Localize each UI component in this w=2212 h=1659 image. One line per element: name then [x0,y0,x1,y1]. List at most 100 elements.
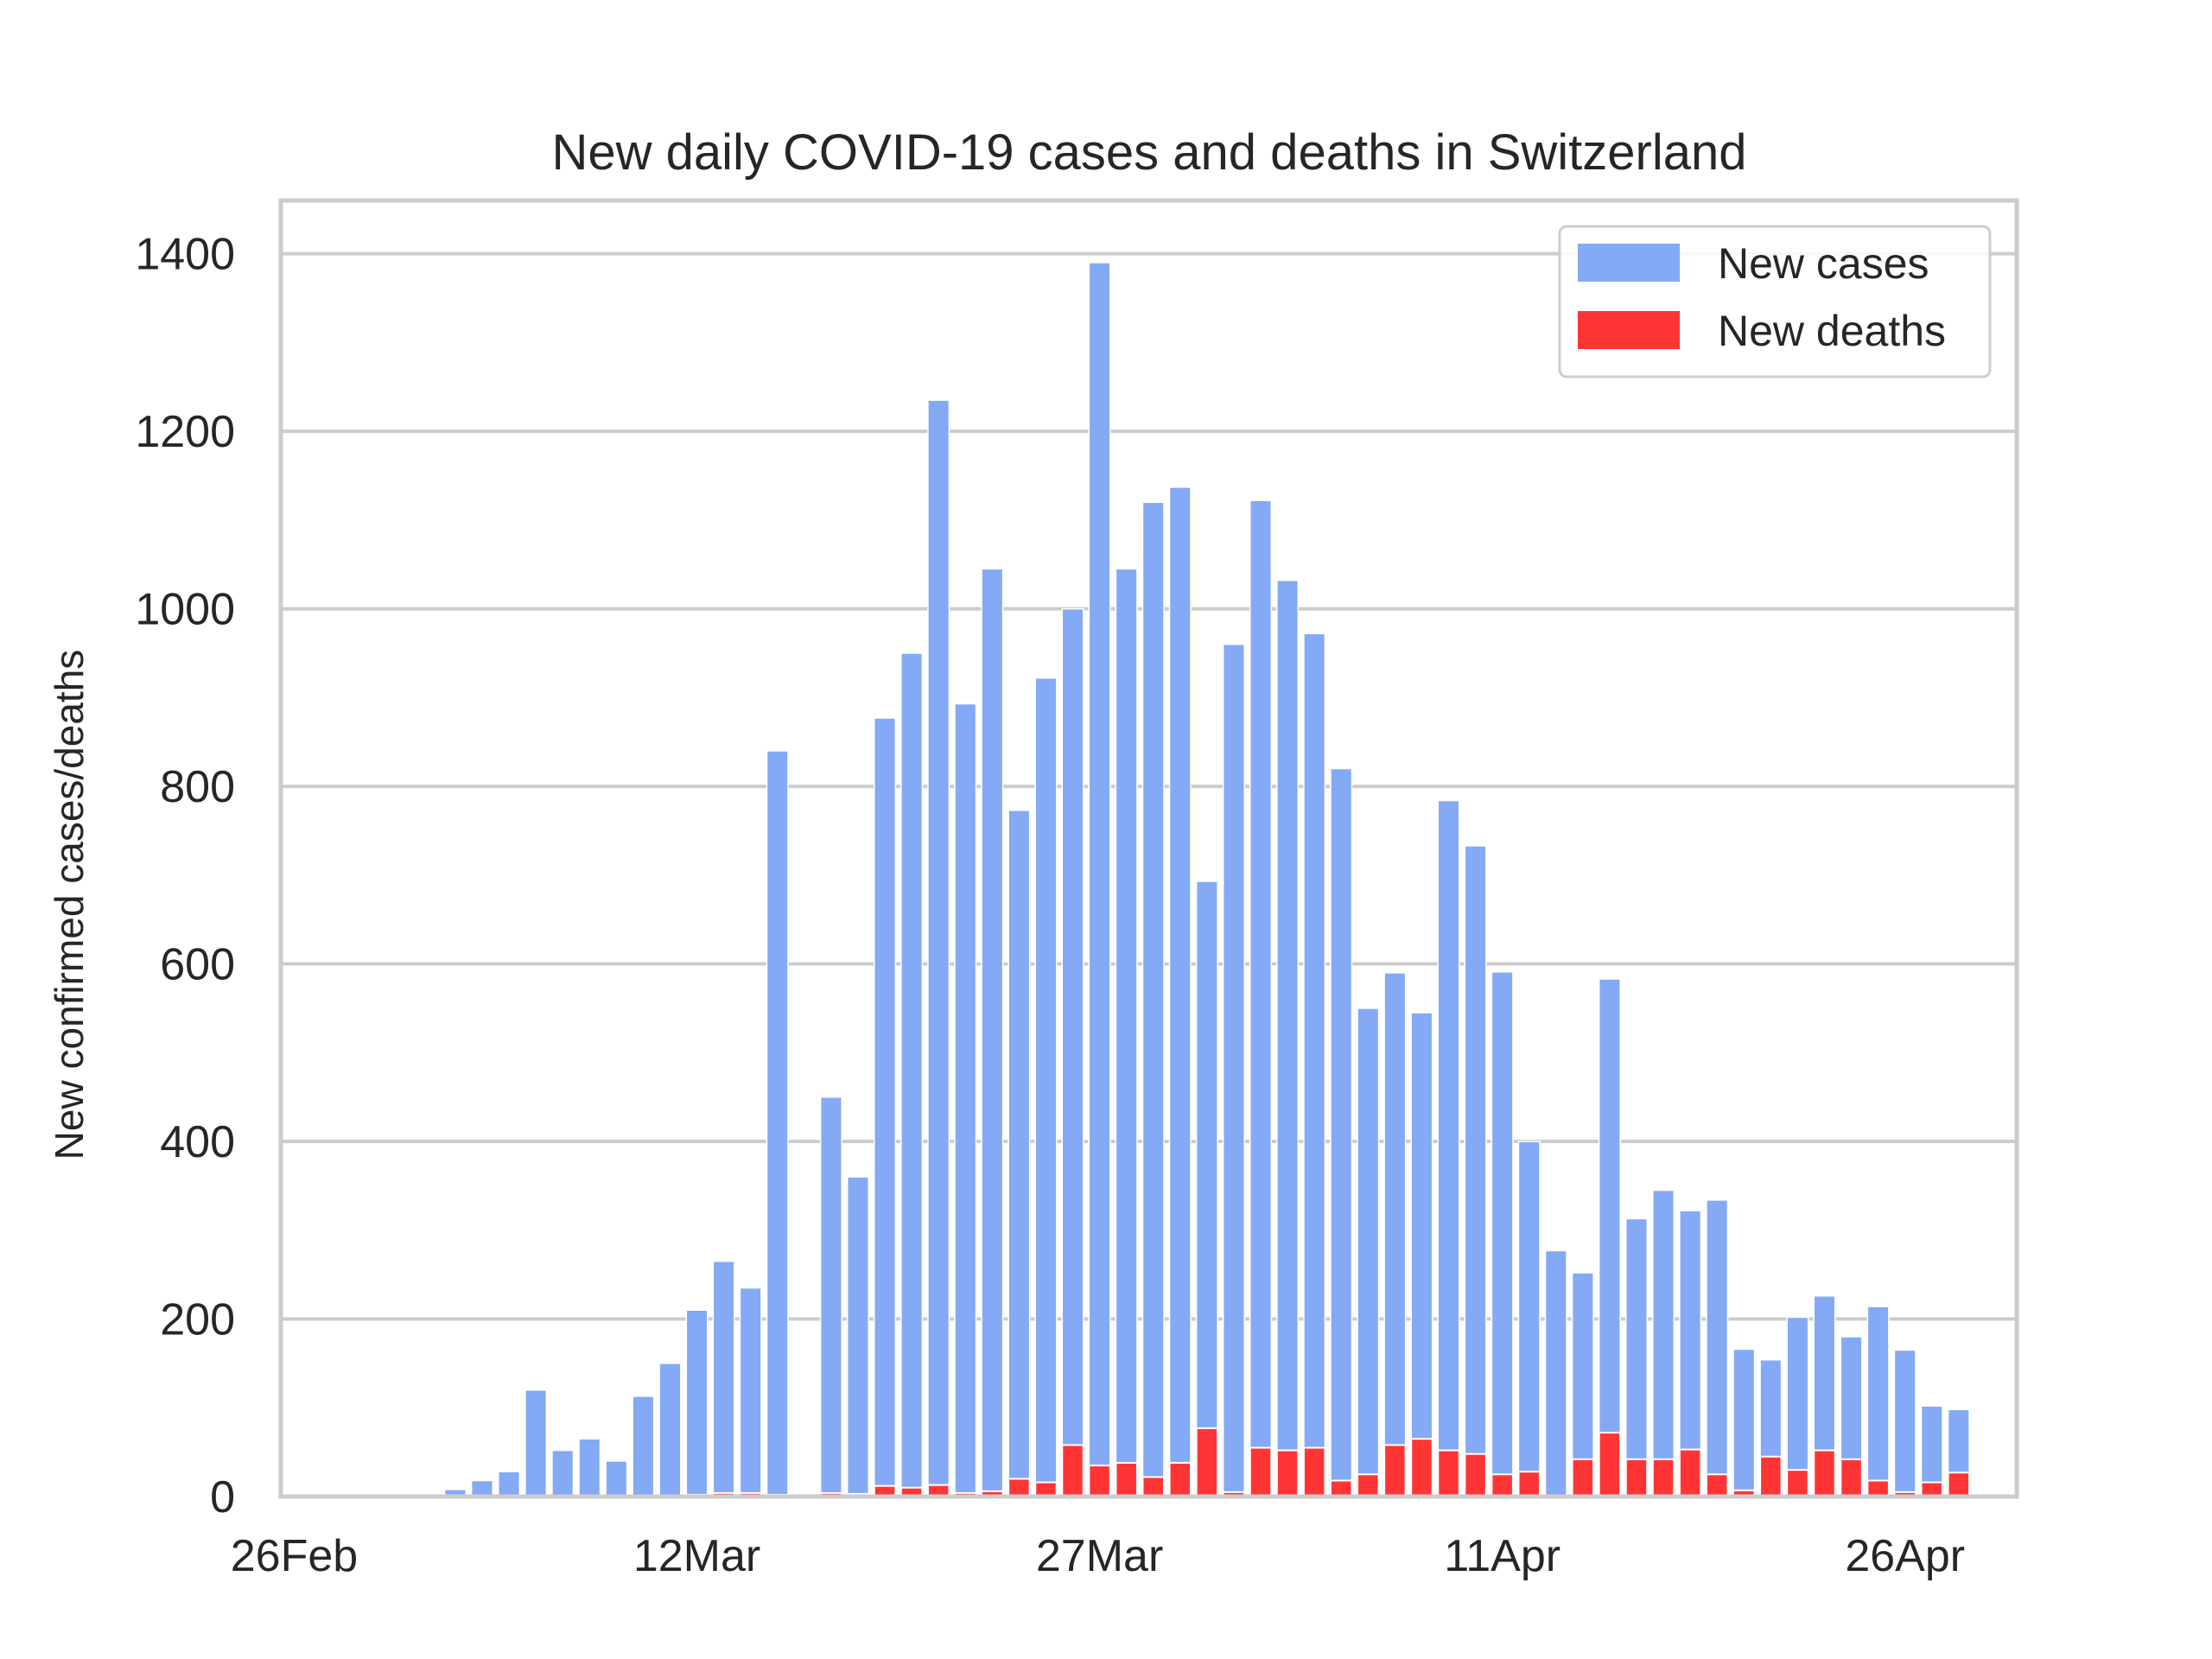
y-tick-label: 1200 [135,407,235,457]
bar-new-cases [632,1395,655,1497]
bar-new-deaths [1195,1427,1219,1497]
bar-new-cases [658,1363,682,1497]
bar-new-cases [685,1309,709,1497]
bar-new-deaths [1705,1473,1729,1497]
bar-new-cases [1598,978,1621,1497]
bar-new-deaths [1357,1473,1380,1497]
y-tick-label: 0 [210,1472,235,1522]
bar-new-cases [1276,579,1300,1497]
bar-new-cases [981,568,1004,1497]
x-tick-labels: 26Feb 12Mar 27Mar 11Apr 26Apr [231,1531,1965,1581]
bars [309,262,1971,1498]
bar-new-deaths [1840,1458,1863,1498]
y-tick-label: 1400 [135,230,235,280]
bar-new-deaths [1383,1444,1407,1498]
bar-new-cases [1786,1316,1809,1497]
bar-new-cases [739,1287,762,1497]
y-tick-label: 1000 [135,585,235,635]
bar-new-cases [1544,1249,1567,1497]
bar-new-deaths [1275,1449,1300,1497]
x-tick-label: 12Mar [633,1531,760,1581]
bar-new-deaths [1302,1446,1326,1498]
bar-new-cases [1168,486,1192,1497]
bar-new-deaths [1678,1448,1702,1498]
bar-new-deaths [1115,1461,1138,1497]
y-tick-label: 200 [160,1295,235,1345]
bar-new-cases [1034,677,1058,1497]
bar-new-cases [524,1389,548,1497]
x-tick-label: 11Apr [1444,1531,1560,1581]
y-axis-label: New confirmed cases/deaths [47,650,92,1160]
bar-new-deaths [1651,1458,1675,1498]
bar-new-deaths [1517,1471,1541,1498]
bar-new-cases [1141,501,1165,1497]
bar-new-cases [874,717,897,1497]
bar-new-deaths [1437,1449,1460,1497]
bar-new-cases [1866,1306,1890,1497]
bar-new-cases [498,1471,521,1497]
bar-new-deaths [1947,1471,1971,1497]
bar-new-cases [551,1449,575,1497]
bar-new-cases [605,1460,628,1497]
bar-new-cases [1920,1405,1943,1497]
bar-new-deaths [1088,1465,1111,1498]
bar-new-cases [900,652,924,1497]
bar-new-cases [1195,880,1218,1497]
y-tick-label: 400 [160,1117,235,1167]
bar-new-deaths [1813,1449,1836,1497]
legend-label-new-deaths: New deaths [1718,307,1946,355]
bar-new-deaths [1624,1458,1649,1498]
bar-new-deaths [1491,1473,1514,1497]
bar-new-cases [1007,810,1031,1497]
x-tick-label: 26Apr [1845,1531,1965,1581]
bar-new-deaths [1786,1469,1809,1498]
bar-new-deaths [1007,1478,1031,1497]
bar-new-deaths [1866,1479,1890,1497]
bar-new-cases [1222,643,1245,1497]
bar-new-deaths [1168,1461,1192,1497]
bar-new-cases [1115,568,1138,1497]
legend-swatch-new-cases [1578,244,1680,282]
legend-swatch-new-deaths [1578,311,1680,349]
y-tick-labels: 0 200 400 600 800 1000 1200 1400 [135,230,235,1522]
bar-new-cases [819,1096,842,1497]
bar-new-cases [766,750,789,1497]
bar-new-deaths [1141,1476,1165,1497]
bar-new-cases [927,399,950,1497]
bar-new-cases [1357,1007,1380,1497]
bar-new-cases [470,1479,493,1497]
x-tick-label: 27Mar [1036,1531,1163,1581]
bar-new-cases [954,702,977,1497]
bar-new-deaths [1329,1479,1353,1497]
bar-new-cases [1706,1199,1729,1497]
bar-new-cases [1893,1349,1916,1497]
y-tick-label: 600 [160,940,235,990]
bar-new-cases [1330,767,1353,1497]
bar-new-cases [1088,262,1111,1497]
bar-new-deaths [1410,1438,1433,1498]
bar-new-cases [1491,971,1514,1497]
bar-new-deaths [1571,1458,1595,1498]
bar-new-deaths [1464,1452,1487,1498]
bar-new-cases [1517,1141,1541,1497]
bar-new-cases [1625,1217,1648,1497]
legend: New cases New deaths [1558,225,1992,378]
chart-title: New daily COVID-19 cases and deaths in S… [552,124,1747,181]
bar-new-deaths [1249,1446,1273,1498]
bar-new-cases [1437,799,1460,1497]
bar-new-cases [846,1176,869,1497]
x-tick-label: 26Feb [231,1531,358,1581]
bar-new-cases [1303,632,1326,1497]
bar-new-cases [1383,972,1407,1497]
bar-new-cases [1732,1348,1756,1497]
bar-new-cases [1410,1012,1433,1497]
bar-new-cases [1061,607,1084,1497]
bar-new-cases [578,1438,601,1497]
bar-new-deaths [1061,1444,1084,1498]
y-tick-label: 800 [160,762,235,812]
bar-new-deaths [1759,1455,1783,1497]
plot-frame [278,198,2019,1499]
legend-label-new-cases: New cases [1718,239,1929,288]
bar-new-deaths [1598,1432,1622,1497]
